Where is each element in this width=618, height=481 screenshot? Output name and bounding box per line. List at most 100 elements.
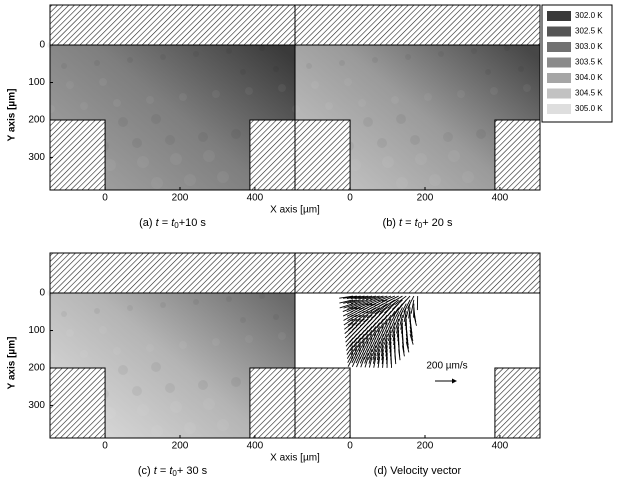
- caption-part: t: [154, 465, 158, 477]
- vector-arrow: [409, 326, 413, 338]
- vector-arrow: [389, 314, 396, 326]
- texture: [94, 60, 100, 66]
- caption-part: =: [160, 465, 166, 477]
- texture: [179, 341, 187, 349]
- vector-arrow: [351, 352, 358, 364]
- vector-arrow: [363, 303, 377, 311]
- texture: [240, 69, 246, 75]
- vector-arrow: [366, 307, 377, 314]
- texture: [203, 150, 215, 162]
- texture: [396, 114, 406, 124]
- vector-arrow: [403, 311, 407, 323]
- wall: [49, 252, 296, 294]
- vector-arrow: [365, 295, 380, 300]
- x-tick-label: 0: [102, 193, 108, 204]
- texture: [104, 407, 116, 419]
- texture: [259, 45, 265, 51]
- legend-label: 304.0 K: [575, 73, 603, 82]
- vector-arrow: [380, 314, 388, 325]
- vector-arrow: [361, 333, 369, 344]
- legend-label: 303.0 K: [575, 42, 603, 51]
- vector-arrow: [372, 345, 377, 357]
- vector-arrow: [373, 326, 381, 337]
- vector-arrow: [370, 333, 377, 345]
- vector-arrow: [346, 341, 354, 351]
- vector-arrow: [393, 311, 400, 322]
- panel-frame: [294, 252, 541, 439]
- wall: [294, 367, 351, 439]
- vector-arrow: [359, 303, 373, 310]
- vector-arrow: [350, 299, 365, 305]
- x-tick-label: 200: [417, 193, 434, 204]
- panel-frame: [294, 4, 541, 191]
- caption: (a) t = t0+10 s: [139, 217, 206, 230]
- vector-arrow: [359, 318, 369, 327]
- y-tick-label: 100: [28, 77, 45, 88]
- vector-arrow: [368, 349, 373, 360]
- texture: [217, 171, 229, 183]
- texture: [363, 117, 373, 127]
- texture: [245, 87, 253, 95]
- caption-part: 0: [172, 469, 177, 478]
- texture: [429, 174, 441, 186]
- vector-arrow: [384, 341, 388, 353]
- vector-arrow: [374, 307, 384, 315]
- vector-arrow: [375, 310, 384, 320]
- vector-arrow: [410, 299, 415, 314]
- caption-part: (c): [138, 465, 151, 477]
- texture: [405, 54, 411, 60]
- caption-part: t: [415, 217, 419, 229]
- vector-arrow: [376, 318, 384, 329]
- x-tick-label: 400: [492, 441, 509, 452]
- vector-arrow: [381, 295, 396, 302]
- texture: [344, 78, 352, 86]
- vector-arrow: [399, 303, 407, 317]
- vector-arrow: [405, 337, 410, 349]
- vector-arrow: [399, 314, 403, 326]
- vector-arrow: [377, 352, 381, 364]
- x-tick-label: 400: [247, 193, 264, 204]
- x-axis-label: X axis [µm]: [270, 453, 320, 464]
- texture: [151, 177, 163, 189]
- texture: [184, 422, 196, 434]
- x-tick-label: 0: [347, 193, 353, 204]
- vector-arrow: [365, 326, 373, 336]
- vector-arrow: [355, 318, 365, 327]
- caption-part: 0: [174, 221, 179, 230]
- vector-arrow: [388, 311, 396, 321]
- vector-arrow: [347, 356, 354, 367]
- caption: (c) t = t0+ 30 s: [138, 465, 208, 478]
- vector-arrow: [379, 333, 384, 345]
- vector-arrow: [347, 299, 361, 304]
- vector-arrow: [388, 333, 392, 345]
- vector-arrow: [362, 295, 376, 300]
- vector-arrow: [366, 333, 373, 344]
- vector-arrow: [342, 307, 354, 312]
- vector-arrow: [381, 353, 384, 365]
- texture: [306, 63, 312, 69]
- vector-arrow: [362, 337, 369, 348]
- texture: [137, 156, 149, 168]
- caption-part: (d): [374, 465, 387, 477]
- texture: [325, 102, 333, 110]
- texture: [226, 48, 232, 54]
- vector-arrow: [413, 314, 417, 326]
- vector-arrow: [390, 295, 403, 304]
- vector-arrow: [354, 295, 369, 300]
- vector-arrow: [358, 295, 373, 300]
- vector-arrow: [377, 356, 381, 368]
- texture: [165, 383, 175, 393]
- x-tick-label: 400: [492, 193, 509, 204]
- texture: [410, 135, 420, 145]
- vector-arrow: [358, 337, 365, 348]
- texture: [273, 314, 279, 320]
- texture: [443, 132, 453, 142]
- texture: [94, 308, 100, 314]
- vector-arrow: [363, 314, 373, 323]
- vector-arrow: [370, 307, 380, 315]
- vector-arrow: [346, 345, 354, 355]
- vector-arrow: [354, 341, 362, 352]
- texture: [396, 177, 408, 189]
- texture: [292, 105, 300, 113]
